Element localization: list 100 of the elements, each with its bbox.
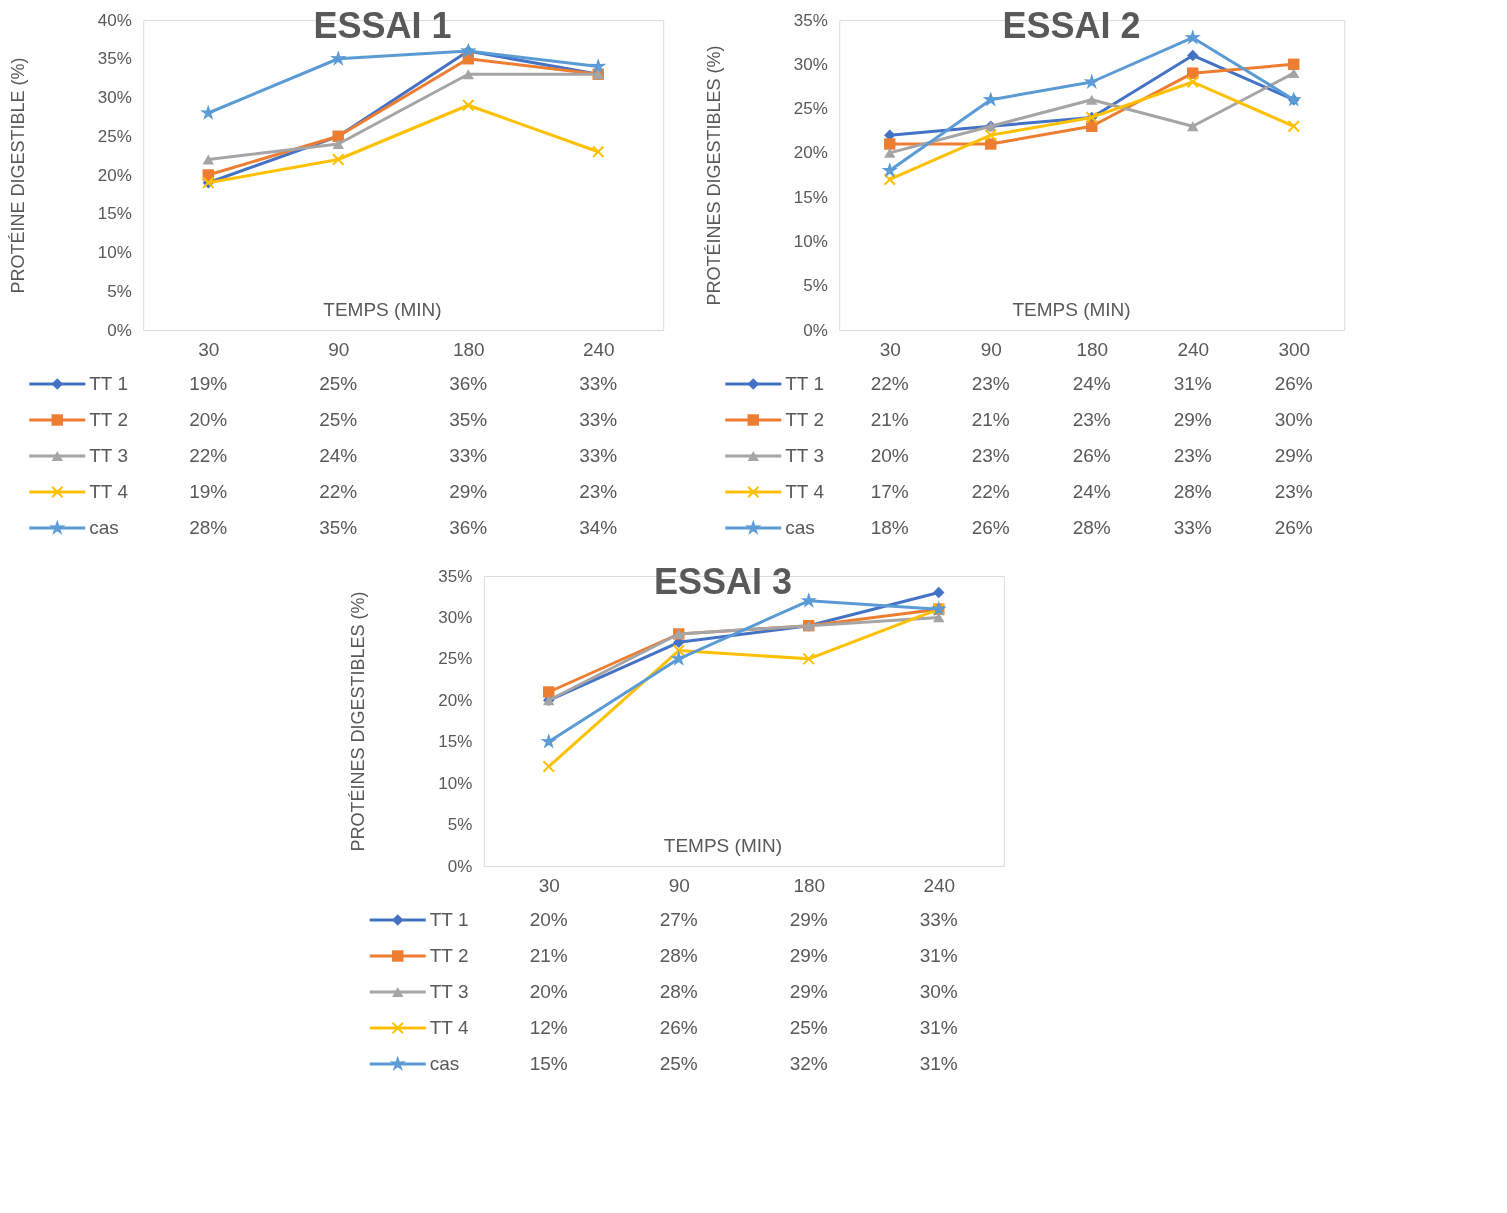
x-axis-title: TEMPS (MIN) [663,835,783,856]
data-label: 33% [579,373,618,394]
data-label: 21% [870,409,909,430]
y-tick-label: 25% [97,126,132,146]
y-tick-label: 30% [793,54,828,74]
point [202,154,214,165]
y-tick-label: 0% [803,320,828,340]
data-label: 26% [1072,445,1111,466]
point [884,138,896,150]
legend-label: TT 4 [785,481,825,502]
data-label: 33% [449,445,488,466]
data-label: 12% [529,1017,568,1038]
legend-label: TT 1 [89,373,128,394]
x-axis-title: TEMPS (MIN) [1012,299,1131,320]
y-tick-label: 20% [438,690,473,710]
data-label: 24% [319,445,358,466]
x-tick-label: 30 [198,338,220,360]
y-tick-label: 35% [438,566,473,586]
data-label: 31% [919,945,958,966]
y-tick-label: 30% [438,607,473,627]
data-label: 23% [1072,409,1111,430]
point [462,69,474,80]
chart-title: ESSAI 3 [653,561,792,602]
legend-label: cas [785,517,815,538]
point [984,128,997,142]
data-label: 34% [579,517,618,538]
data-label: 28% [659,981,698,1002]
point [543,686,555,698]
data-label: 19% [189,481,228,502]
legend-label: TT 2 [89,409,128,430]
legend-label: cas [89,517,119,538]
y-tick-label: 10% [793,231,828,251]
x-tick-label: 240 [923,874,956,896]
y-tick-label: 30% [97,88,132,107]
point [982,91,998,107]
x-axis-title: TEMPS (MIN) [323,299,442,320]
y-tick-label: 0% [447,856,473,876]
y-tick-label: 5% [447,815,473,835]
point [1083,73,1099,89]
point [542,760,555,773]
x-tick-label: 180 [793,874,826,896]
data-label: 29% [1173,409,1212,430]
point [590,58,607,74]
data-label: 29% [789,909,828,930]
y-tick-label: 0% [107,320,132,340]
point [1287,120,1300,133]
legend-label: TT 1 [429,909,469,930]
x-tick-label: 240 [1177,338,1210,360]
data-label: 24% [1072,481,1111,502]
data-label: 26% [1274,373,1313,394]
data-label: 26% [1274,517,1313,538]
point [1184,29,1201,45]
data-label: 28% [189,517,228,538]
legend-label: cas [429,1053,460,1074]
y-tick-label: 25% [438,649,473,669]
data-label: 28% [659,945,698,966]
y-tick-label: 10% [438,773,473,793]
data-label: 22% [870,373,909,394]
data-label: 21% [529,945,568,966]
legend-label: TT 4 [429,1017,469,1038]
data-label: 17% [870,481,909,502]
y-tick-label: 35% [97,49,132,69]
x-tick-label: 180 [1076,338,1109,360]
y-tick-label: 15% [97,204,132,224]
data-label: 15% [529,1053,568,1074]
point [330,50,347,66]
data-label: 24% [1072,373,1111,394]
y-tick-label: 20% [793,143,828,163]
legend-label: TT 3 [785,445,824,466]
data-label: 20% [529,909,568,930]
data-label: 31% [919,1017,958,1038]
legend-label: TT 2 [785,409,824,430]
data-label: 31% [919,1053,958,1074]
y-tick-label: 35% [793,10,828,30]
y-tick-label: 5% [803,276,828,296]
point [1288,58,1300,70]
point [670,650,686,666]
data-label: 22% [319,481,358,502]
data-label: 26% [659,1017,698,1038]
data-label: 22% [971,481,1010,502]
data-label: 28% [1173,481,1212,502]
x-tick-label: 300 [1278,338,1311,360]
y-axis-title: PROTÉINES DIGESTIBLES (%) [348,591,369,852]
data-label: 33% [1173,517,1212,538]
data-label: 23% [1173,445,1212,466]
point [884,147,896,158]
point [592,145,605,158]
y-tick-label: 15% [793,187,828,207]
data-label: 36% [449,517,488,538]
point [1187,49,1199,62]
data-label: 18% [870,517,909,538]
data-label: 20% [870,445,909,466]
x-tick-label: 90 [328,338,350,360]
point [672,644,685,657]
y-axis-title: PROTÉINE DIGESTIBLE (%) [7,57,28,294]
data-label: 31% [1173,373,1212,394]
data-label: 23% [971,445,1010,466]
y-tick-label: 10% [97,243,132,262]
x-tick-label: 180 [452,338,485,360]
legend-label: TT 3 [89,445,128,466]
